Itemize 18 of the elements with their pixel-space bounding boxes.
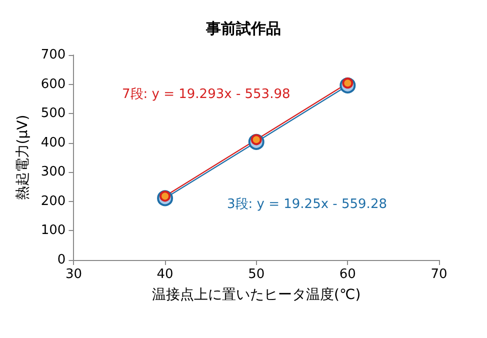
x-tick-label: 30 (65, 267, 82, 282)
x-tick-label: 60 (339, 267, 356, 282)
y-tick-label: 400 (40, 135, 66, 150)
y-tick-label: 100 (40, 223, 66, 238)
y-axis-title: 熱起電力(μV) (15, 114, 31, 200)
x-tick-label: 70 (430, 267, 448, 282)
y-tick-label: 200 (40, 194, 66, 209)
y-tick-label: 300 (40, 164, 66, 180)
y-tick-label: 500 (40, 106, 66, 122)
y-tick-label: 0 (57, 252, 66, 268)
annotation: 3段: y = 19.25x - 559.28 (227, 197, 387, 212)
x-tick-label: 40 (156, 267, 174, 282)
x-tick-label: 50 (248, 267, 265, 282)
y-tick-label: 600 (40, 76, 66, 92)
y-tick-label: 700 (40, 48, 66, 62)
x-axis-title: 温接点上に置いたヒータ温度(℃) (152, 287, 361, 303)
annotation: 7段: y = 19.293x - 553.98 (122, 87, 290, 102)
chart-title: 事前試作品 (205, 20, 281, 38)
